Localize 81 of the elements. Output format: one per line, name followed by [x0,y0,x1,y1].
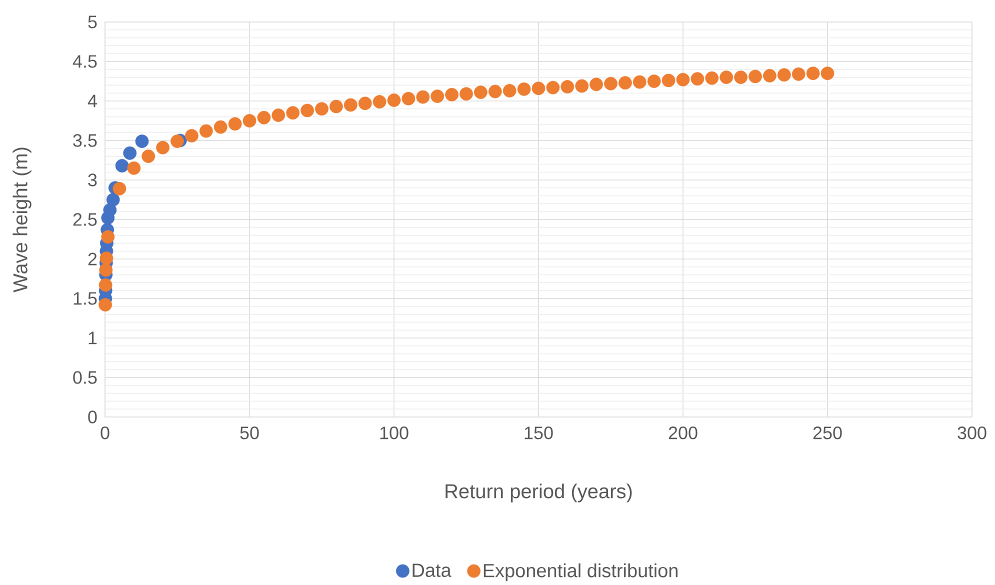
point [460,87,473,101]
point [127,161,141,175]
point [185,129,198,142]
y-tick-label: 0 [88,410,97,424]
point [358,96,372,110]
point [123,146,137,160]
point [156,140,170,154]
point [662,74,676,88]
point [135,134,149,148]
point [647,74,661,88]
point [734,70,748,84]
point [763,69,776,82]
legend-label: Data [412,564,452,578]
y-tick-label: 4 [88,94,97,108]
point [112,182,126,196]
point [517,82,531,96]
point [199,124,213,138]
y-tick-label: 3.5 [73,134,97,147]
point [242,114,256,128]
point [257,110,271,124]
point [820,66,834,80]
point [272,108,286,122]
point [618,76,632,90]
y-tick-label: 2.5 [73,213,97,226]
point [748,70,762,84]
point [214,120,228,134]
x-tick-label: 200 [668,426,698,440]
point [792,67,806,81]
point [315,102,328,116]
y-tick-label: 0.5 [73,371,97,384]
legend-label: Exponential distribution [484,563,678,582]
point [98,278,112,292]
point [590,78,604,92]
x-tick-label: 300 [958,426,986,440]
point [546,80,560,94]
point [488,84,502,98]
point [402,92,416,106]
x-tick-label: 100 [380,426,408,440]
point [228,117,242,131]
point [690,72,704,86]
point [100,252,114,265]
point [632,75,646,89]
point [604,76,618,90]
x-tick-label: 0 [100,426,110,440]
point [344,98,358,112]
point [101,230,115,244]
point [720,70,734,84]
point [430,90,444,103]
point [330,100,343,114]
y-tick-label: 3 [88,174,97,186]
point [142,150,156,163]
point [170,134,184,148]
x-tick-label: 250 [813,426,842,440]
point [705,71,719,85]
point [99,263,113,277]
y-tick-label: 1.5 [74,292,97,305]
point [300,104,314,118]
point [416,90,430,104]
point [387,94,401,107]
point [806,66,820,80]
point [777,68,791,82]
x-tick-label: 150 [524,426,553,440]
point [676,72,690,86]
point [286,106,300,120]
point [106,193,120,206]
y-axis-title: Wave height (m) [12,148,32,292]
point [445,88,459,102]
y-tick-label: 2 [88,252,97,266]
point [98,298,112,312]
point [502,84,516,98]
point [560,80,574,94]
point [575,79,589,93]
point [532,82,546,96]
point [372,95,386,108]
point [474,86,488,99]
y-tick-label: 5 [88,16,97,28]
y-tick-label: 1 [88,332,97,344]
x-tick-label: 50 [240,426,259,440]
y-tick-label: 4.5 [72,55,97,68]
point [115,159,129,172]
x-axis-title: Return period (years) [446,484,632,502]
